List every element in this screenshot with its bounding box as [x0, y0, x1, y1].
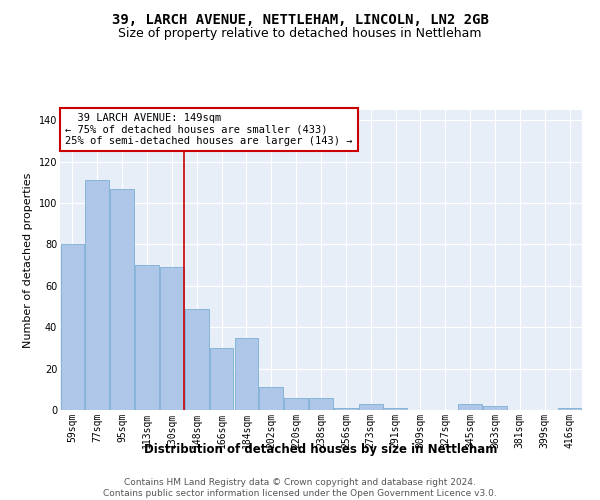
Text: Distribution of detached houses by size in Nettleham: Distribution of detached houses by size … — [145, 442, 497, 456]
Bar — [558, 408, 581, 410]
Bar — [135, 265, 159, 410]
Bar — [384, 408, 407, 410]
Bar — [458, 404, 482, 410]
Text: 39, LARCH AVENUE, NETTLEHAM, LINCOLN, LN2 2GB: 39, LARCH AVENUE, NETTLEHAM, LINCOLN, LN… — [112, 12, 488, 26]
Bar — [259, 387, 283, 410]
Bar — [61, 244, 84, 410]
Bar — [210, 348, 233, 410]
Bar — [235, 338, 258, 410]
Bar — [185, 308, 209, 410]
Text: 39 LARCH AVENUE: 149sqm
← 75% of detached houses are smaller (433)
25% of semi-d: 39 LARCH AVENUE: 149sqm ← 75% of detache… — [65, 113, 353, 146]
Bar — [284, 398, 308, 410]
Bar — [85, 180, 109, 410]
Bar — [309, 398, 333, 410]
Bar — [359, 404, 383, 410]
Bar — [160, 267, 184, 410]
Text: Contains HM Land Registry data © Crown copyright and database right 2024.
Contai: Contains HM Land Registry data © Crown c… — [103, 478, 497, 498]
Y-axis label: Number of detached properties: Number of detached properties — [23, 172, 33, 348]
Text: Size of property relative to detached houses in Nettleham: Size of property relative to detached ho… — [118, 28, 482, 40]
Bar — [110, 188, 134, 410]
Bar — [483, 406, 507, 410]
Bar — [334, 408, 358, 410]
